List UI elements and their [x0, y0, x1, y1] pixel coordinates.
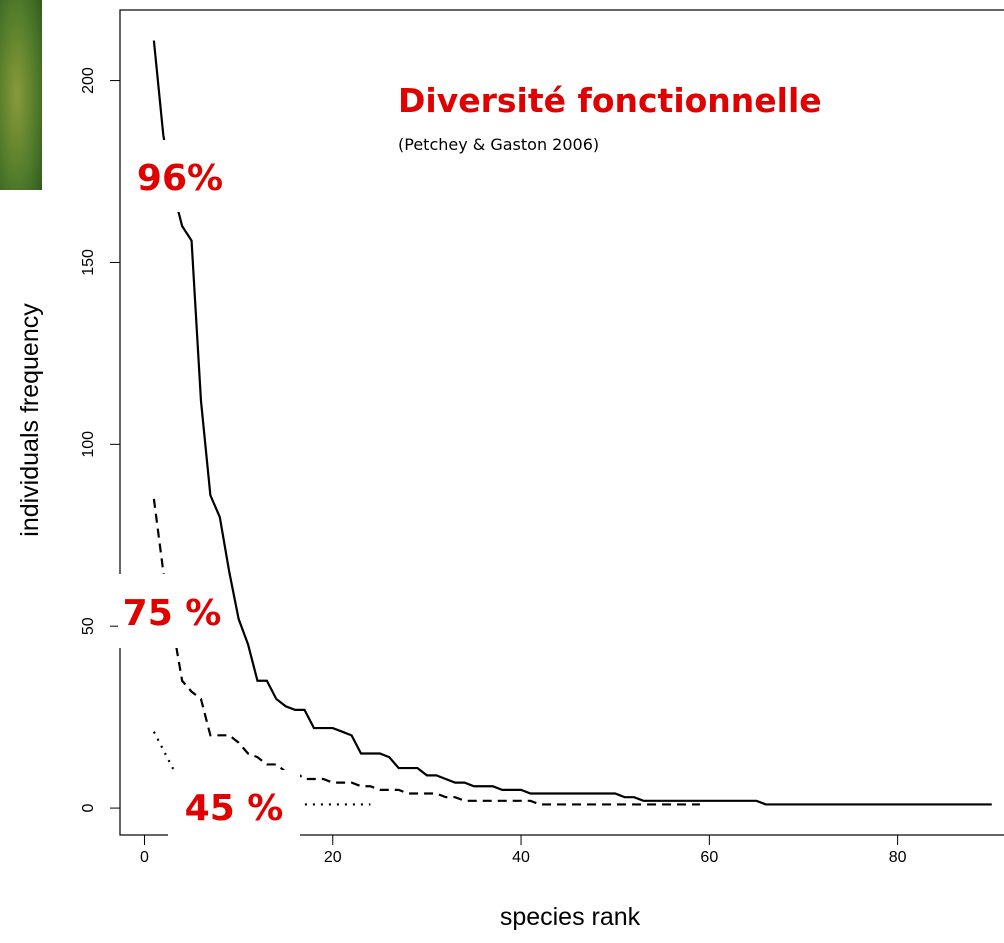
y-tick-label: 150 [80, 249, 97, 276]
label-box [168, 770, 300, 836]
x-tick-label: 20 [324, 849, 342, 866]
y-tick-label: 100 [80, 431, 97, 458]
label-box [132, 140, 228, 212]
x-axis-label: species rank [500, 903, 641, 931]
series-line [152, 40, 992, 806]
y-tick-label: 0 [80, 804, 97, 813]
plot-frame [119, 9, 1004, 836]
x-tick-label: 40 [512, 849, 530, 866]
series-line [152, 498, 700, 806]
annotation-label: 96% [137, 158, 223, 199]
x-tick-label: 80 [889, 849, 907, 866]
annotation-title: Diversité fonctionnelle [398, 81, 822, 120]
photo [0, 0, 42, 190]
x-tick-label: 60 [700, 849, 718, 866]
annotation-label: 75 % [123, 593, 222, 634]
x-tick-label: 0 [140, 849, 149, 866]
label-box [118, 574, 224, 648]
y-axis-label: individuals frequency [16, 303, 44, 537]
annotation-citation: (Petchey & Gaston 2006) [398, 135, 599, 154]
y-tick-label: 200 [80, 67, 97, 94]
annotation-label: 45 % [185, 788, 284, 829]
y-tick-label: 50 [80, 617, 97, 635]
